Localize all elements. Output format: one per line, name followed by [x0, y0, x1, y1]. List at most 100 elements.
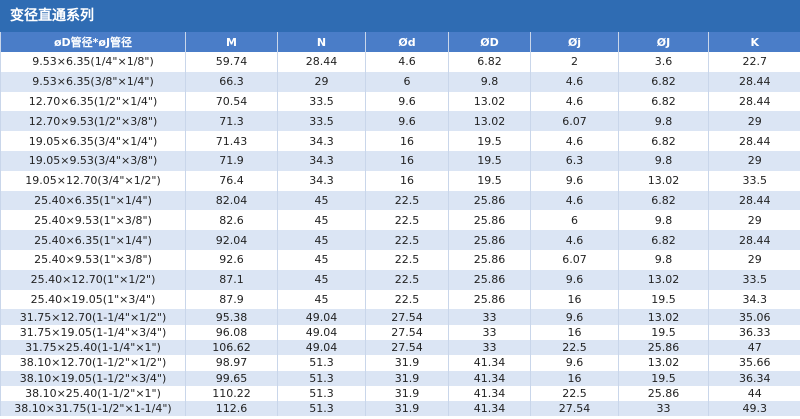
table-cell: 34.3: [708, 289, 800, 310]
table-cell: 4.6: [530, 91, 619, 112]
table-cell: 25.86: [618, 339, 709, 356]
column-header: øD管径*øJ管径: [0, 32, 186, 52]
table-row: 25.40×6.35(1"×1/4") 82.04 45 22.5 25.86 4.6 6.…: [0, 190, 800, 211]
table-row: 12.70×9.53(1/2"×3/8") 71.3 33.5 9.6 13.02 6.0…: [0, 111, 800, 132]
table-cell: 25.86: [618, 385, 709, 402]
table-title: 变径直通系列: [0, 0, 800, 32]
table-cell: 22.5: [365, 190, 449, 211]
table-cell: 19.5: [448, 170, 531, 191]
table-cell: 19.5: [448, 150, 531, 171]
table-cell: 36.33: [708, 324, 800, 340]
table-cell: 16: [530, 370, 619, 386]
table-cell: 41.34: [448, 401, 531, 417]
table-cell: 9.8: [448, 71, 531, 92]
table-cell: 16: [530, 324, 619, 340]
table-row: 31.75×12.70(1-1/4"×1/2") 95.38 49.04 27.54 3…: [0, 309, 800, 325]
table-cell: 9.8: [618, 150, 709, 171]
table-cell: 22.5: [365, 210, 449, 231]
table-cell: 6.3: [530, 150, 619, 171]
table-cell: 9.6: [530, 355, 619, 371]
table-cell: 31.75×25.40(1-1/4"×1"): [0, 339, 186, 356]
table-cell: 4.6: [365, 52, 449, 72]
table-cell: 22.5: [365, 289, 449, 310]
table-row: 19.05×12.70(3/4"×1/2") 76.4 34.3 16 19.5 9.6 1…: [0, 170, 800, 191]
table-cell: 9.53×6.35(3/8"×1/4"): [0, 71, 186, 92]
table-cell: 38.10×12.70(1-1/2"×1/2"): [0, 355, 186, 371]
table-cell: 33: [448, 324, 531, 340]
table-cell: 6.82: [618, 230, 709, 250]
table-cell: 9.6: [530, 170, 619, 191]
table-cell: 33: [448, 309, 531, 325]
table-cell: 25.40×9.53(1"×3/8"): [0, 210, 186, 231]
table-cell: 9.8: [618, 210, 709, 231]
table-cell: 31.9: [365, 370, 449, 386]
table-cell: 33.5: [277, 91, 366, 112]
table-cell: 41.34: [448, 370, 531, 386]
table-cell: 16: [530, 289, 619, 310]
column-header: M: [185, 32, 278, 52]
table-cell: 51.3: [277, 401, 366, 417]
table-cell: 25.86: [448, 230, 531, 250]
table-cell: 31.9: [365, 401, 449, 417]
table-cell: 6.82: [618, 131, 709, 151]
table-cell: 92.04: [185, 230, 278, 250]
table-cell: 112.6: [185, 401, 278, 417]
table-cell: 49.04: [277, 339, 366, 356]
table-cell: 19.05×12.70(3/4"×1/2"): [0, 170, 186, 191]
table-row: 19.05×9.53(3/4"×3/8") 71.9 34.3 16 19.5 6.3 9.…: [0, 150, 800, 171]
table-cell: 6.82: [618, 71, 709, 92]
table-cell: 9.8: [618, 111, 709, 132]
table-cell: 82.04: [185, 190, 278, 211]
table-row: 31.75×19.05(1-1/4"×3/4") 96.08 49.04 27.54 3…: [0, 324, 800, 340]
header-row: øD管径*øJ管径 M N Ød ØD Øj ØJ K: [0, 32, 800, 52]
table-head: øD管径*øJ管径 M N Ød ØD Øj ØJ K: [0, 32, 800, 52]
table-cell: 51.3: [277, 370, 366, 386]
table-cell: 36.34: [708, 370, 800, 386]
table-cell: 87.1: [185, 269, 278, 290]
table-cell: 51.3: [277, 385, 366, 402]
table-cell: 49.04: [277, 324, 366, 340]
table-cell: 29: [277, 71, 366, 92]
table-cell: 22.7: [708, 52, 800, 72]
table-cell: 22.5: [530, 339, 619, 356]
table-cell: 34.3: [277, 150, 366, 171]
table-row: 25.40×12.70(1"×1/2") 87.1 45 22.5 25.86 9.6 13…: [0, 269, 800, 290]
table-cell: 4.6: [530, 131, 619, 151]
table-cell: 47: [708, 339, 800, 356]
table-cell: 9.6: [530, 309, 619, 325]
table-cell: 25.86: [448, 210, 531, 231]
table-row: 25.40×19.05(1"×3/4") 87.9 45 22.5 25.86 16 19.…: [0, 289, 800, 310]
table-cell: 27.54: [365, 339, 449, 356]
table-cell: 25.86: [448, 269, 531, 290]
table-row: 25.40×9.53(1"×3/8") 82.6 45 22.5 25.86 6 9.8 29: [0, 210, 800, 231]
table-cell: 71.43: [185, 131, 278, 151]
table-cell: 6: [365, 71, 449, 92]
spec-table: øD管径*øJ管径 M N Ød ØD Øj ØJ K 9.53×6.35(1/4"×1/8"…: [0, 32, 800, 417]
table-cell: 28.44: [708, 230, 800, 250]
table-cell: 22.5: [365, 269, 449, 290]
table-cell: 12.70×6.35(1/2"×1/4"): [0, 91, 186, 112]
table-row: 25.40×6.35(1"×1/4") 92.04 45 22.5 25.86 4.6 6.…: [0, 230, 800, 250]
table-cell: 76.4: [185, 170, 278, 191]
column-header: N: [277, 32, 366, 52]
column-header: Øj: [530, 32, 619, 52]
table-cell: 25.86: [448, 249, 531, 270]
table-row: 9.53×6.35(3/8"×1/4") 66.3 29 6 9.8 4.6 6.82 28.…: [0, 71, 800, 92]
table-cell: 66.3: [185, 71, 278, 92]
table-cell: 96.08: [185, 324, 278, 340]
table-row: 9.53×6.35(1/4"×1/8") 59.74 28.44 4.6 6.82 2 3.…: [0, 52, 800, 72]
table-cell: 35.06: [708, 309, 800, 325]
table-cell: 33: [618, 401, 709, 417]
table-cell: 6.07: [530, 111, 619, 132]
table-cell: 22.5: [530, 385, 619, 402]
table-row: 19.05×6.35(3/4"×1/4") 71.43 34.3 16 19.5 4.6 6…: [0, 131, 800, 151]
table-cell: 33: [448, 339, 531, 356]
table-cell: 22.5: [365, 230, 449, 250]
table-cell: 4.6: [530, 230, 619, 250]
table-cell: 51.3: [277, 355, 366, 371]
table-cell: 28.44: [708, 91, 800, 112]
table-cell: 41.34: [448, 385, 531, 402]
table-cell: 25.86: [448, 190, 531, 211]
table-cell: 9.6: [365, 111, 449, 132]
table-cell: 19.5: [448, 131, 531, 151]
